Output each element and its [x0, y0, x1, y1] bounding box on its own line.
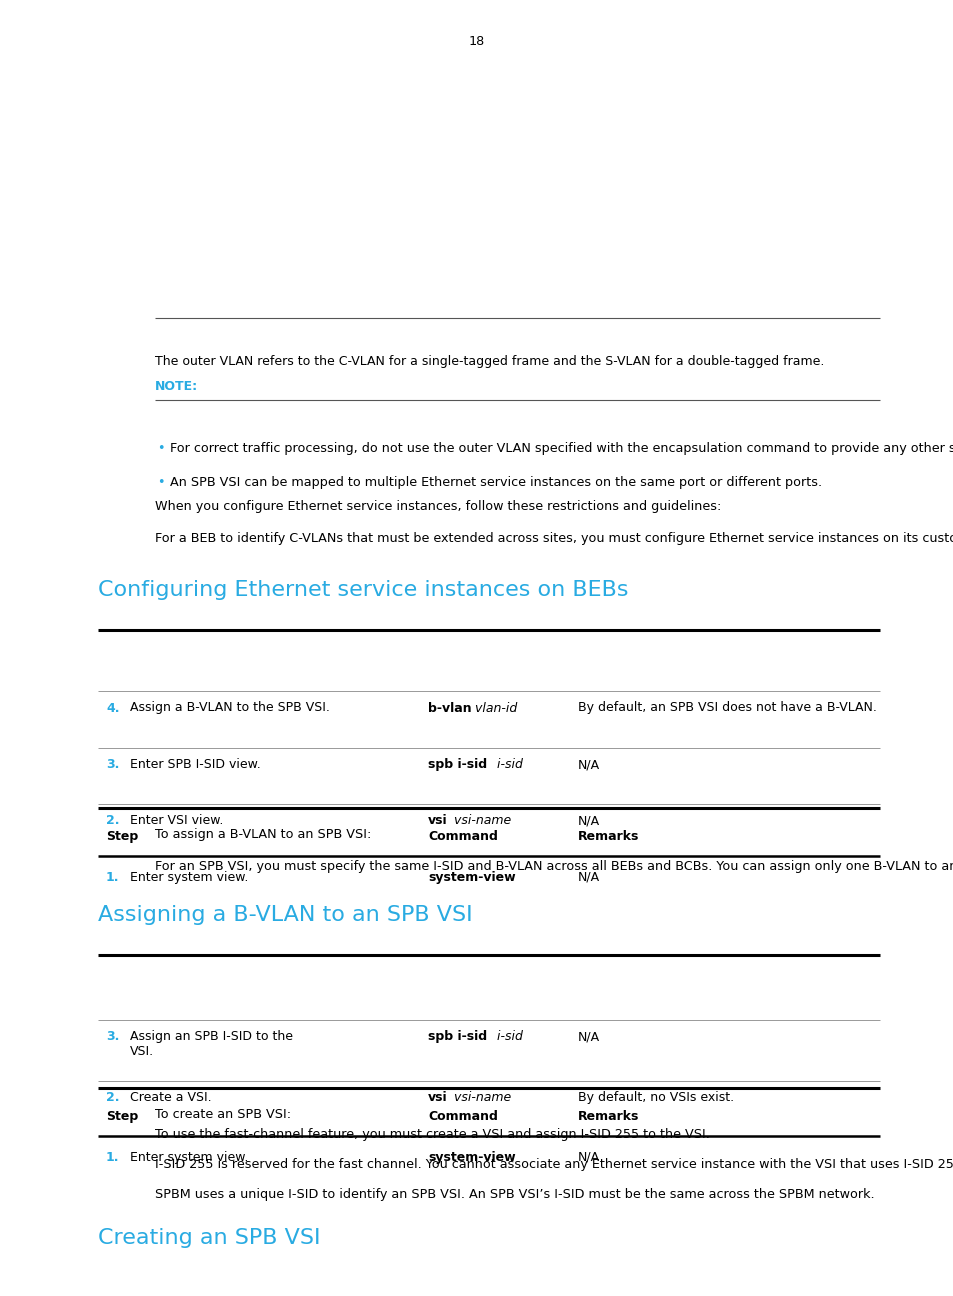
Text: N/A: N/A — [578, 1151, 599, 1164]
Text: •: • — [157, 476, 164, 489]
Text: vsi: vsi — [428, 1091, 447, 1104]
Text: SPBM uses a unique I-SID to identify an SPB VSI. An SPB VSI’s I-SID must be the : SPBM uses a unique I-SID to identify an … — [154, 1188, 874, 1201]
Text: Step: Step — [106, 1109, 138, 1124]
Text: b-vlan: b-vlan — [428, 701, 471, 714]
Text: N/A: N/A — [578, 1030, 599, 1043]
Text: Enter SPB I-SID view.: Enter SPB I-SID view. — [130, 758, 260, 771]
Text: vsi-name: vsi-name — [449, 814, 510, 828]
Text: 3.: 3. — [106, 1030, 119, 1043]
Text: spb i-sid: spb i-sid — [428, 1030, 487, 1043]
Text: Assign a B-VLAN to the SPB VSI.: Assign a B-VLAN to the SPB VSI. — [130, 701, 330, 714]
Text: Remarks: Remarks — [578, 1109, 639, 1124]
Text: vlan-id: vlan-id — [471, 701, 517, 714]
Text: Command: Command — [428, 829, 497, 842]
Text: Remarks: Remarks — [578, 829, 639, 842]
Text: i-sid: i-sid — [493, 1030, 522, 1043]
Text: To create an SPB VSI:: To create an SPB VSI: — [154, 1108, 291, 1121]
Text: vsi: vsi — [428, 814, 447, 828]
Text: 3.: 3. — [106, 758, 119, 771]
Text: Create a VSI.: Create a VSI. — [130, 1091, 212, 1104]
Text: For a BEB to identify C-VLANs that must be extended across sites, you must confi: For a BEB to identify C-VLANs that must … — [154, 531, 953, 546]
Text: Configuring Ethernet service instances on BEBs: Configuring Ethernet service instances o… — [98, 581, 628, 600]
Text: When you configure Ethernet service instances, follow these restrictions and gui: When you configure Ethernet service inst… — [154, 500, 720, 513]
Text: NOTE:: NOTE: — [154, 380, 198, 393]
Text: 2.: 2. — [106, 814, 119, 828]
Text: N/A: N/A — [578, 758, 599, 771]
Text: system-view: system-view — [428, 1151, 515, 1164]
Text: To assign a B-VLAN to an SPB VSI:: To assign a B-VLAN to an SPB VSI: — [154, 828, 371, 841]
Text: vsi-name: vsi-name — [449, 1091, 510, 1104]
Text: Step: Step — [106, 829, 138, 842]
Text: N/A: N/A — [578, 871, 599, 884]
Text: To use the fast-channel feature, you must create a VSI and assign I-SID 255 to t: To use the fast-channel feature, you mus… — [154, 1128, 709, 1140]
Text: Enter system view.: Enter system view. — [130, 1151, 248, 1164]
Text: 1.: 1. — [106, 871, 119, 884]
Text: 18: 18 — [468, 35, 485, 48]
Text: Assign an SPB I-SID to the
VSI.: Assign an SPB I-SID to the VSI. — [130, 1030, 293, 1059]
Text: The outer VLAN refers to the C-VLAN for a single-tagged frame and the S-VLAN for: The outer VLAN refers to the C-VLAN for … — [154, 355, 823, 368]
Text: For correct traffic processing, do not use the outer VLAN specified with the enc: For correct traffic processing, do not u… — [170, 442, 953, 455]
Text: Command: Command — [428, 1109, 497, 1124]
Text: An SPB VSI can be mapped to multiple Ethernet service instances on the same port: An SPB VSI can be mapped to multiple Eth… — [170, 476, 821, 489]
Text: i-sid: i-sid — [493, 758, 522, 771]
Text: Enter VSI view.: Enter VSI view. — [130, 814, 223, 828]
Text: Creating an SPB VSI: Creating an SPB VSI — [98, 1229, 320, 1248]
Text: Assigning a B-VLAN to an SPB VSI: Assigning a B-VLAN to an SPB VSI — [98, 905, 472, 925]
Text: 4.: 4. — [106, 701, 119, 714]
Text: N/A: N/A — [578, 814, 599, 828]
Text: 2.: 2. — [106, 1091, 119, 1104]
Text: For an SPB VSI, you must specify the same I-SID and B-VLAN across all BEBs and B: For an SPB VSI, you must specify the sam… — [154, 861, 953, 874]
Text: 1.: 1. — [106, 1151, 119, 1164]
Text: By default, no VSIs exist.: By default, no VSIs exist. — [578, 1091, 734, 1104]
Text: Enter system view.: Enter system view. — [130, 871, 248, 884]
Text: system-view: system-view — [428, 871, 515, 884]
Text: spb i-sid: spb i-sid — [428, 758, 487, 771]
Text: By default, an SPB VSI does not have a B-VLAN.: By default, an SPB VSI does not have a B… — [578, 701, 876, 714]
Text: •: • — [157, 442, 164, 455]
Text: I-SID 255 is reserved for the fast channel. You cannot associate any Ethernet se: I-SID 255 is reserved for the fast chann… — [154, 1159, 953, 1172]
